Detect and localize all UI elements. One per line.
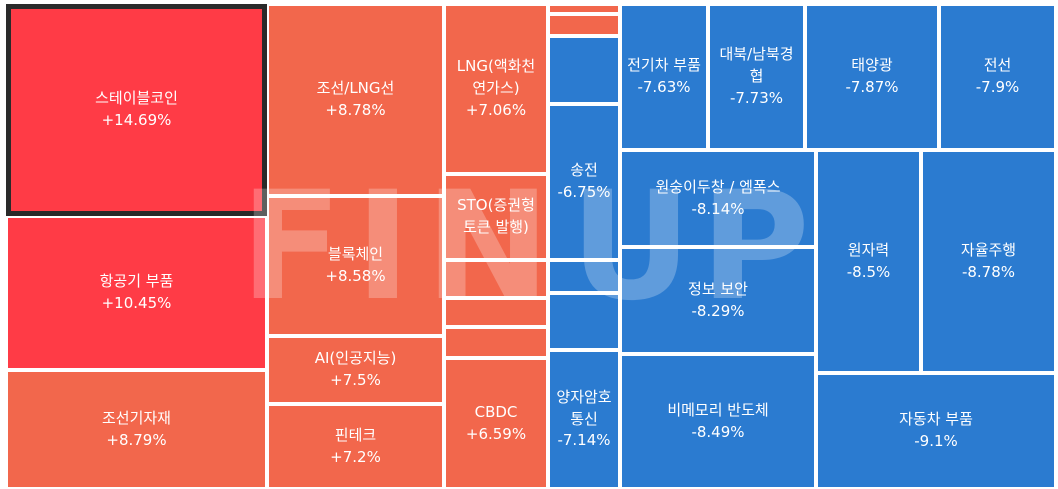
treemap-tile[interactable]: 조선/LNG선 +8.78%	[267, 4, 444, 196]
tile-change: +14.69%	[101, 111, 172, 129]
treemap-tile[interactable]: 비메모리 반도체 -8.49%	[620, 354, 816, 489]
treemap-tile[interactable]: 핀테크 +7.2%	[267, 404, 444, 489]
tile-label: CBDC	[474, 402, 518, 421]
tile-label: 대북/남북경협	[719, 45, 794, 86]
treemap-tile[interactable]	[548, 36, 620, 104]
treemap-tile[interactable]	[444, 327, 548, 358]
tile-label: 핀테크	[334, 425, 377, 444]
tile-change: +7.5%	[330, 371, 381, 389]
tile-label: 스테이블코인	[95, 89, 178, 108]
tile-label: 양자암호통신	[556, 387, 612, 428]
tile-change: -8.49%	[691, 422, 745, 441]
tile-label: 항공기 부품	[99, 272, 174, 291]
tile-label: 태양광	[851, 56, 893, 75]
tile-label: LNG(액화천연가스)	[456, 57, 536, 98]
tile-label: 비메모리 반도체	[667, 400, 769, 419]
tile-label: 전선	[983, 56, 1012, 75]
tile-label: 송전	[570, 161, 598, 180]
treemap-tile[interactable]: LNG(액화천연가스) +7.06%	[444, 4, 548, 174]
tile-change: -6.75%	[557, 183, 611, 201]
treemap-tile[interactable]: 조선기자재 +8.79%	[6, 370, 267, 489]
treemap-tile[interactable]: 원숭이두창 / 엠폭스 -8.14%	[620, 150, 816, 247]
tile-label: 정보 보안	[688, 279, 748, 298]
treemap-tile[interactable]: 블록체인 +8.58%	[267, 196, 444, 336]
tile-change: -8.14%	[691, 199, 745, 218]
tile-label: 조선/LNG선	[316, 79, 395, 98]
treemap-tile[interactable]: STO(증권형토큰 발행)	[444, 174, 548, 260]
tile-change: -7.73%	[729, 88, 784, 107]
tile-change: -9.1%	[914, 432, 958, 450]
treemap-tile[interactable]: CBDC +6.59%	[444, 358, 548, 489]
tile-change: +7.06%	[465, 100, 527, 119]
treemap-tile[interactable]: 전기차 부품 -7.63%	[620, 4, 708, 150]
tile-label: 블록체인	[327, 245, 384, 264]
treemap-tile[interactable]: 태양광 -7.87%	[805, 4, 939, 150]
treemap-tile[interactable]: 전선 -7.9%	[939, 4, 1056, 150]
tile-label: 원자력	[847, 240, 890, 259]
treemap-tile[interactable]	[548, 260, 620, 293]
tile-label: 원숭이두창 / 엠폭스	[655, 177, 781, 196]
treemap-tile[interactable]: 스테이블코인 +14.69%	[6, 4, 267, 216]
treemap-tile[interactable]	[548, 4, 620, 14]
treemap-tile[interactable]: 송전 -6.75%	[548, 104, 620, 260]
treemap-tile[interactable]: 자율주행 -8.78%	[921, 150, 1056, 373]
treemap-tile[interactable]: 양자암호통신 -7.14%	[548, 350, 620, 489]
treemap-tile[interactable]: 정보 보안 -8.29%	[620, 247, 816, 354]
tile-label: 자동차 부품	[899, 410, 973, 429]
tile-change: +8.58%	[325, 267, 386, 285]
tile-label: 전기차 부품	[627, 56, 701, 75]
treemap-tile[interactable]: 자동차 부품 -9.1%	[816, 373, 1056, 489]
tile-change: +7.2%	[330, 447, 381, 466]
treemap-tile[interactable]	[548, 293, 620, 350]
tile-change: -8.29%	[691, 301, 745, 320]
tile-label: STO(증권형토큰 발행)	[457, 196, 535, 236]
tile-change: -8.5%	[846, 262, 891, 281]
treemap-tile[interactable]	[444, 298, 548, 327]
tile-label: AI(인공지능)	[314, 349, 397, 368]
tile-change: -7.14%	[557, 431, 611, 450]
treemap-tile[interactable]	[444, 260, 548, 298]
treemap-tile[interactable]: AI(인공지능) +7.5%	[267, 336, 444, 404]
treemap-tile[interactable]: 대북/남북경협 -7.73%	[708, 4, 805, 150]
tile-change: +6.59%	[465, 424, 527, 443]
tile-label: 자율주행	[960, 240, 1017, 259]
tile-change: -7.87%	[845, 78, 899, 96]
tile-change: -7.9%	[975, 78, 1020, 96]
tile-change: +8.78%	[325, 101, 386, 119]
tile-change: -8.78%	[961, 262, 1016, 281]
tile-change: -7.63%	[637, 78, 691, 96]
treemap-tile[interactable]: 항공기 부품 +10.45%	[6, 216, 267, 370]
tile-change: +10.45%	[101, 294, 172, 312]
treemap-tile[interactable]	[548, 14, 620, 36]
tile-change: +8.79%	[106, 430, 167, 449]
treemap-tile[interactable]: 원자력 -8.5%	[816, 150, 921, 373]
tile-label: 조선기자재	[101, 408, 171, 427]
